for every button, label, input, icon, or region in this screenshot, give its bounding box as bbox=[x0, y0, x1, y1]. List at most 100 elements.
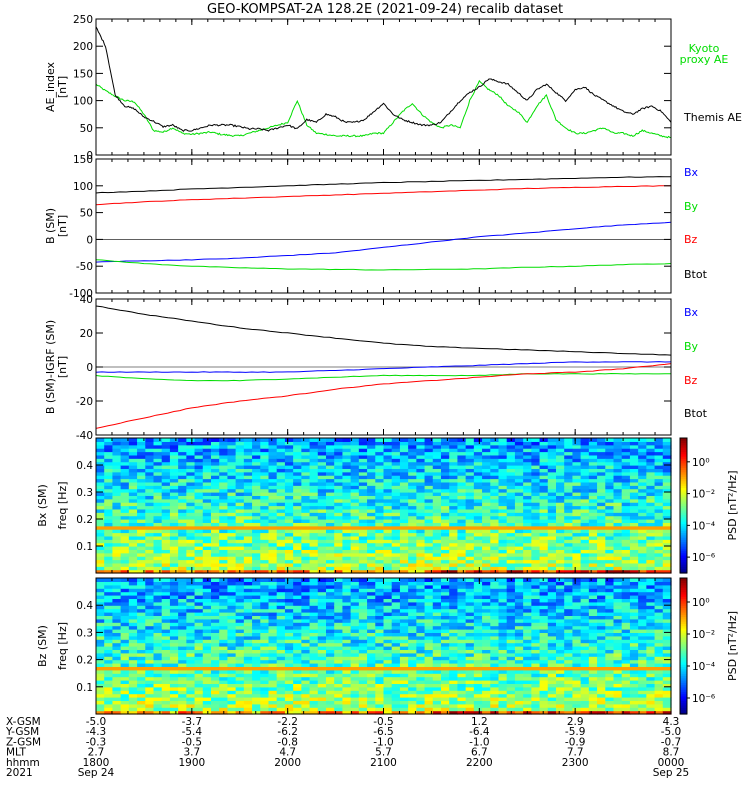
spectrogram-cell bbox=[194, 529, 204, 534]
spectrogram-cell bbox=[268, 522, 278, 527]
spectrogram-cell bbox=[120, 676, 130, 681]
spectrogram-cell bbox=[96, 535, 105, 540]
spectrogram-cell bbox=[539, 562, 549, 567]
spectrogram-cell bbox=[556, 468, 565, 473]
spectrogram-cell bbox=[145, 465, 155, 469]
spectrogram-cell bbox=[293, 451, 302, 456]
spectrogram-cell bbox=[202, 569, 212, 574]
spectrogram-cell bbox=[128, 632, 138, 637]
spectrogram-cell bbox=[120, 492, 130, 496]
spectrogram-cell bbox=[309, 700, 319, 705]
spectrogram-cell bbox=[104, 508, 114, 513]
spectrogram-cell bbox=[219, 454, 229, 459]
spectrogram-cell bbox=[276, 707, 286, 712]
spectrogram-cell bbox=[490, 478, 500, 483]
spectrogram-cell bbox=[301, 569, 311, 574]
spectrogram-cell bbox=[358, 622, 368, 627]
spectrogram-cell bbox=[399, 703, 409, 708]
spectrogram-cell bbox=[506, 492, 516, 496]
spectrogram-cell bbox=[375, 468, 385, 473]
spectrogram-cell bbox=[613, 525, 623, 530]
spectrogram-cell bbox=[547, 498, 557, 503]
spectrogram-cell bbox=[252, 652, 261, 657]
spectrogram-cell bbox=[128, 581, 138, 586]
spectrogram-cell bbox=[482, 481, 491, 486]
spectrogram-cell bbox=[169, 649, 179, 654]
spectrogram-cell bbox=[169, 690, 179, 695]
spectrogram-cell bbox=[597, 546, 606, 550]
y-axis-label: B (SM)-IGRF (SM) bbox=[44, 320, 57, 414]
spectrogram-cell bbox=[408, 488, 417, 493]
spectrogram-cell bbox=[243, 478, 253, 483]
spectrogram-cell bbox=[112, 578, 122, 582]
spectrogram-cell bbox=[268, 478, 278, 483]
spectrogram-cell bbox=[186, 686, 196, 691]
spectrogram-cell bbox=[260, 605, 270, 610]
spectrogram-cell bbox=[326, 481, 335, 486]
spectrogram-cell bbox=[309, 532, 319, 537]
spectrogram-cell bbox=[145, 451, 155, 456]
spectrogram-cell bbox=[317, 595, 327, 599]
spectrogram-cell bbox=[227, 652, 237, 657]
spectrogram-cell bbox=[556, 475, 565, 480]
spectrogram-cell bbox=[638, 546, 647, 550]
spectrogram-cell bbox=[572, 441, 582, 446]
spectrogram-cell bbox=[211, 542, 220, 547]
spectrogram-cell bbox=[408, 652, 417, 657]
spectrogram-cell bbox=[161, 468, 171, 473]
spectrogram-cell bbox=[227, 471, 237, 476]
spectrogram-cell bbox=[243, 649, 253, 654]
spectrogram-cell bbox=[383, 588, 393, 593]
spectrogram-cell bbox=[317, 683, 327, 688]
spectrogram-cell bbox=[465, 529, 475, 534]
spectrogram-cell bbox=[169, 539, 179, 544]
spectrogram-cell bbox=[416, 502, 426, 507]
spectrogram-cell bbox=[104, 666, 114, 671]
spectrogram-cell bbox=[334, 601, 344, 606]
spectrogram-cell bbox=[613, 562, 623, 567]
spectrogram-cell bbox=[334, 683, 344, 688]
spectrogram-cell bbox=[326, 629, 335, 633]
spectrogram-cell bbox=[547, 539, 557, 544]
spectrogram-cell bbox=[416, 601, 426, 606]
spectrogram-cell bbox=[153, 686, 163, 691]
spectrogram-cell bbox=[178, 680, 187, 684]
spectrogram-cell bbox=[268, 629, 278, 633]
spectrogram-cell bbox=[326, 703, 335, 708]
spectrogram-cell bbox=[473, 458, 483, 463]
spectrogram-cell bbox=[268, 529, 278, 534]
spectrogram-cell bbox=[523, 525, 532, 530]
spectrogram-cell bbox=[391, 629, 401, 633]
spectrogram-cell bbox=[260, 465, 270, 469]
spectrogram-cell bbox=[621, 559, 631, 564]
spectrogram-cell bbox=[317, 578, 327, 582]
spectrogram-cell bbox=[514, 441, 524, 446]
spectrogram-cell bbox=[169, 710, 179, 715]
spectrogram-cell bbox=[186, 569, 196, 574]
spectrogram-cell bbox=[301, 458, 311, 463]
spectrogram-cell bbox=[342, 471, 352, 476]
spectrogram-cell bbox=[317, 612, 327, 616]
spectrogram-cell bbox=[523, 465, 532, 469]
spectrogram-cell bbox=[506, 485, 516, 490]
spectrogram-cell bbox=[408, 539, 417, 544]
spectrogram-cell bbox=[120, 612, 130, 616]
spectrogram-cell bbox=[334, 485, 344, 490]
spectrogram-cell bbox=[342, 697, 352, 701]
spectrogram-cell bbox=[391, 646, 401, 650]
spectrogram-cell bbox=[186, 492, 196, 496]
spectrogram-cell bbox=[514, 438, 524, 442]
spectrogram-cell bbox=[342, 441, 352, 446]
spectrogram-cell bbox=[424, 569, 434, 574]
spectrogram-cell bbox=[112, 629, 122, 633]
spectrogram-cell bbox=[211, 612, 220, 616]
spectrogram-cell bbox=[449, 498, 459, 503]
spectrogram-cell bbox=[186, 444, 196, 449]
spectrogram-cell bbox=[490, 525, 500, 530]
spectrogram-cell bbox=[638, 448, 647, 453]
spectrogram-cell bbox=[211, 683, 220, 688]
spectrogram-cell bbox=[235, 680, 245, 684]
spectrogram-cell bbox=[194, 693, 204, 698]
spectrogram-cell bbox=[399, 591, 409, 596]
spectrogram-cell bbox=[243, 595, 253, 599]
